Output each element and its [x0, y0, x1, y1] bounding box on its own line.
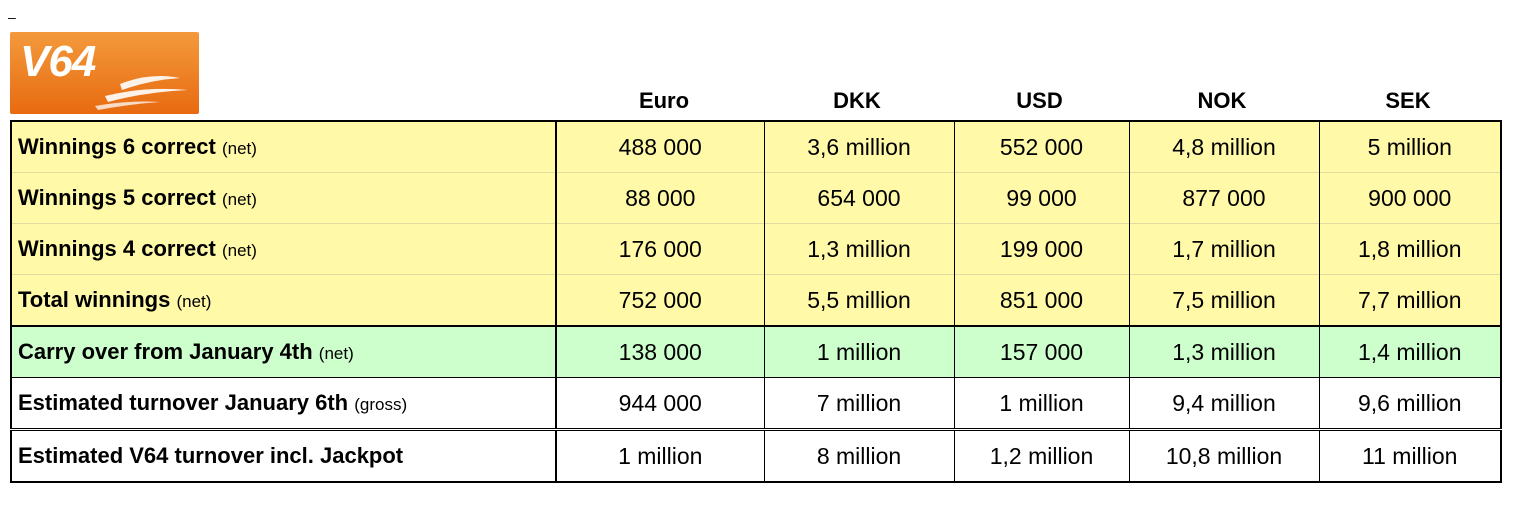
table-cell: 10,8 million — [1128, 428, 1319, 482]
table-row: Carry over from January 4th (net) 138 00… — [10, 325, 1501, 378]
table-cell: 1,7 million — [1128, 223, 1319, 275]
table-cell: 11 million — [1318, 428, 1501, 482]
table-cell: 88 000 — [555, 172, 764, 224]
table-row: Winnings 4 correct (net) 176 000 1,3 mil… — [10, 223, 1501, 275]
table-cell: 7 million — [763, 377, 954, 430]
winnings-table: Winnings 6 correct (net) 488 000 3,6 mil… — [10, 120, 1502, 483]
table-cell: 5 million — [1318, 121, 1501, 173]
table-row: Estimated V64 turnover incl. Jackpot 1 m… — [10, 428, 1501, 482]
table-cell: 9,4 million — [1128, 377, 1319, 430]
table-cell: 4,8 million — [1128, 121, 1319, 173]
row-label: Estimated turnover January 6th (gross) — [10, 377, 557, 430]
table-cell: 1,3 million — [1128, 325, 1319, 378]
column-header-sek: SEK — [1385, 88, 1431, 113]
row-note: (net) — [176, 292, 212, 311]
column-header-nok: NOK — [1197, 88, 1247, 113]
table-cell: 900 000 — [1318, 172, 1501, 224]
table-cell: 157 000 — [953, 325, 1129, 378]
row-label: Winnings 6 correct (net) — [10, 121, 557, 173]
table-cell: 199 000 — [953, 223, 1129, 275]
table-row: Winnings 6 correct (net) 488 000 3,6 mil… — [10, 121, 1501, 173]
table-cell: 138 000 — [555, 325, 764, 378]
column-header-dkk: DKK — [833, 88, 881, 113]
table-cell: 3,6 million — [763, 121, 954, 173]
table-cell: 8 million — [763, 428, 954, 482]
stray-dash-mark: – — [8, 9, 16, 25]
table-cell: 552 000 — [953, 121, 1129, 173]
row-label: Estimated V64 turnover incl. Jackpot — [10, 428, 557, 482]
table-cell: 7,7 million — [1318, 274, 1501, 326]
row-label: Carry over from January 4th (net) — [10, 325, 557, 378]
table-cell: 1,2 million — [953, 428, 1129, 482]
table-cell: 752 000 — [555, 274, 764, 326]
row-note: (net) — [221, 139, 257, 158]
table-cell: 99 000 — [953, 172, 1129, 224]
table-cell: 1 million — [763, 325, 954, 378]
table-cell: 5,5 million — [763, 274, 954, 326]
table-cell: 9,6 million — [1318, 377, 1501, 430]
table-row: Total winnings (net) 752 000 5,5 million… — [10, 274, 1501, 326]
table-cell: 1 million — [953, 377, 1129, 430]
table-cell: 877 000 — [1128, 172, 1319, 224]
table-row: Winnings 5 correct (net) 88 000 654 000 … — [10, 172, 1501, 224]
column-header-usd: USD — [1016, 88, 1063, 113]
table-cell: 488 000 — [555, 121, 764, 173]
v64-logo: V64 — [10, 32, 199, 114]
table-cell: 1,8 million — [1318, 223, 1501, 275]
row-note: (gross) — [354, 395, 408, 414]
logo-text: V64 — [20, 37, 96, 86]
row-note: (net) — [318, 344, 354, 363]
table-cell: 1,4 million — [1318, 325, 1501, 378]
table-cell: 176 000 — [555, 223, 764, 275]
v64-logo-graphic — [10, 32, 199, 114]
row-note: (net) — [221, 241, 257, 260]
row-note: (net) — [221, 190, 257, 209]
column-header-euro: Euro — [638, 88, 690, 113]
column-headers: Euro DKK USD NOK SEK — [0, 88, 1540, 118]
table-row: Estimated turnover January 6th (gross) 9… — [10, 377, 1501, 430]
row-label: Winnings 5 correct (net) — [10, 172, 557, 224]
table-cell: 654 000 — [763, 172, 954, 224]
table-cell: 1 million — [555, 428, 764, 482]
table-cell: 7,5 million — [1128, 274, 1319, 326]
table-cell: 1,3 million — [763, 223, 954, 275]
row-label: Winnings 4 correct (net) — [10, 223, 557, 275]
row-label: Total winnings (net) — [10, 274, 557, 326]
table-cell: 851 000 — [953, 274, 1129, 326]
table-cell: 944 000 — [555, 377, 764, 430]
